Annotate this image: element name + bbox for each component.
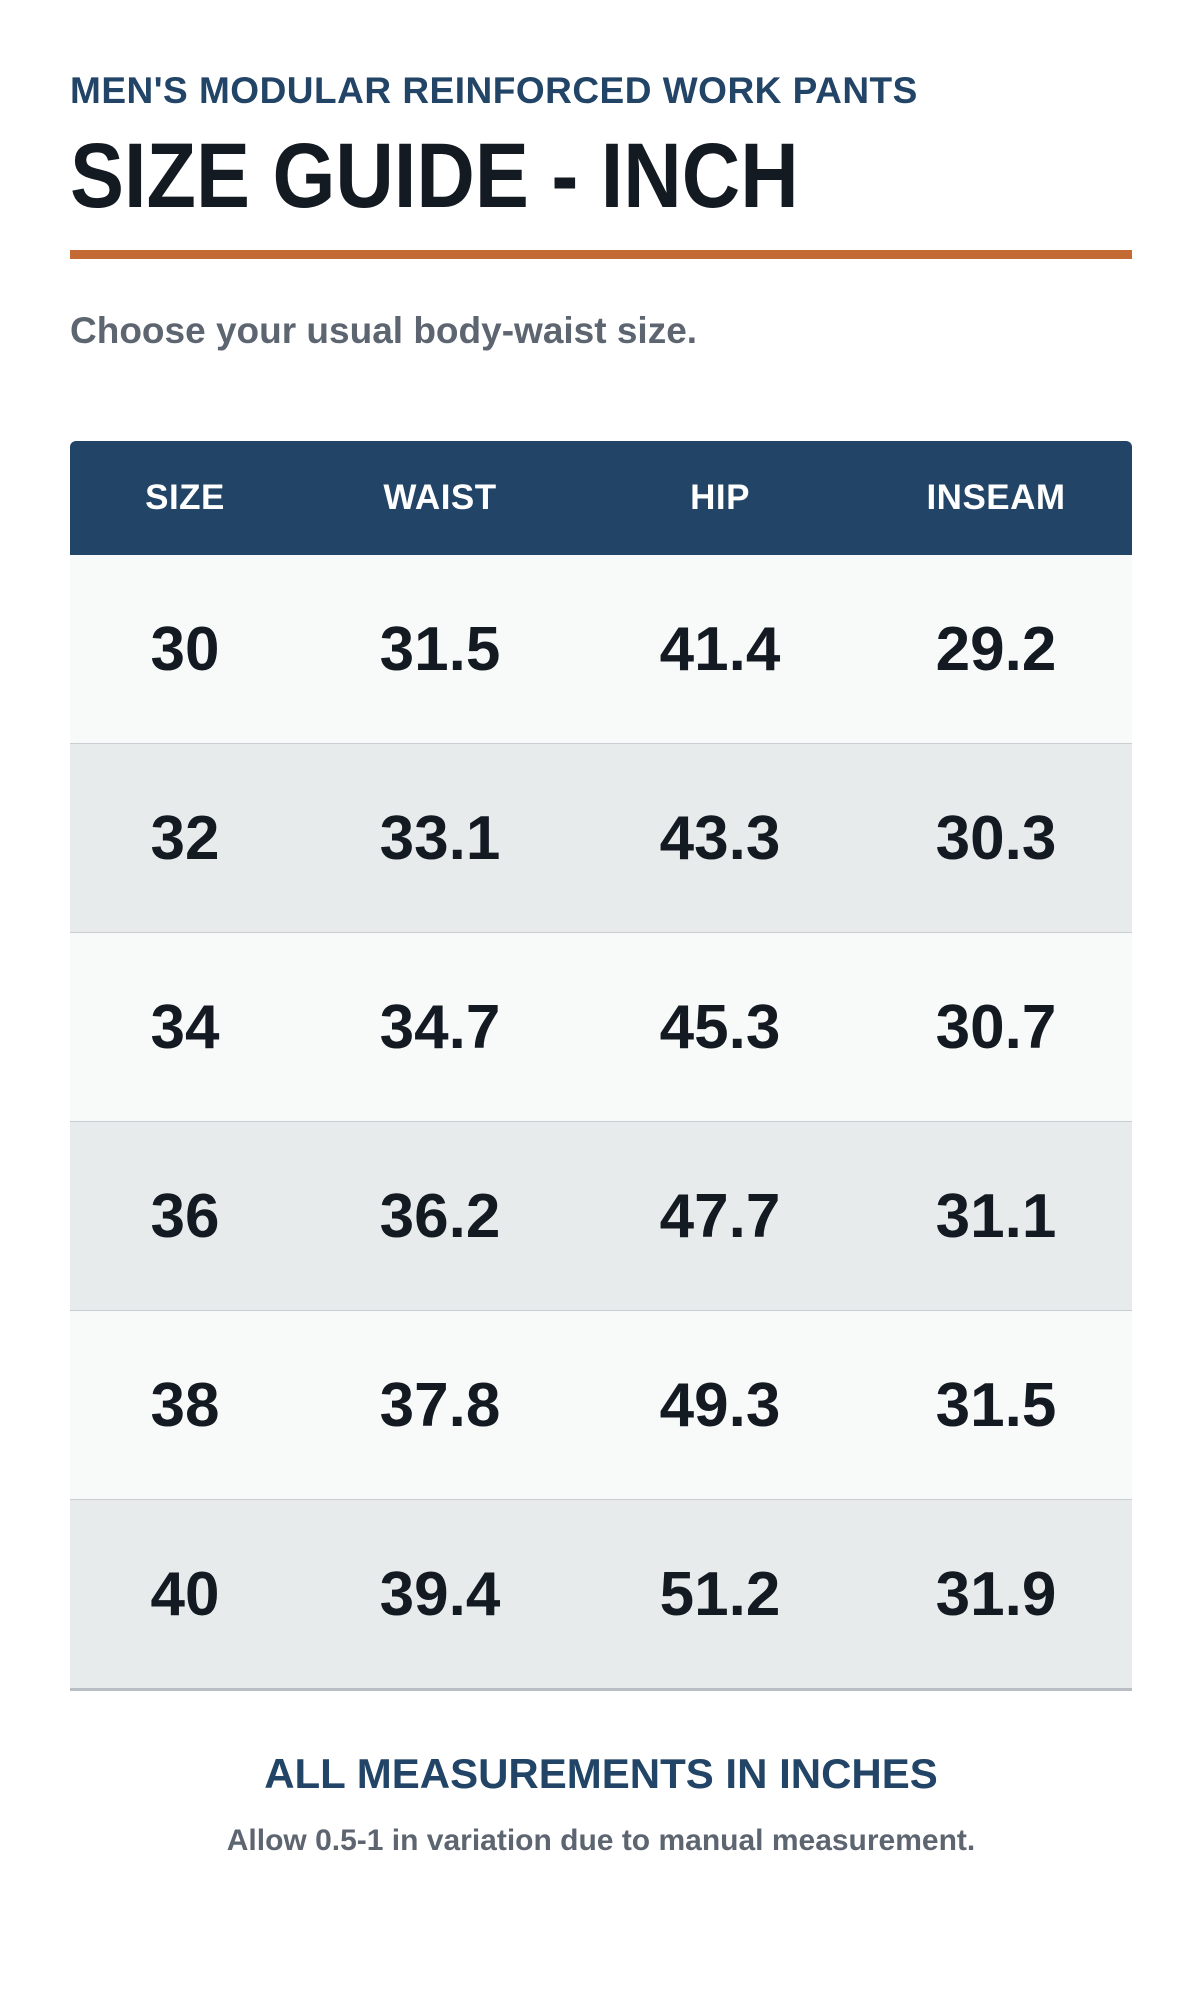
table-row: 34 34.7 45.3 30.7: [70, 933, 1132, 1122]
column-header-size: SIZE: [145, 478, 225, 517]
waist-cell: 31.5: [379, 614, 501, 684]
hip-cell: 43.3: [659, 803, 781, 873]
size-cell: 40: [150, 1559, 220, 1629]
hip-cell: 51.2: [659, 1559, 781, 1629]
column-header-hip: HIP: [690, 478, 750, 517]
size-cell: 36: [150, 1181, 220, 1251]
waist-cell: 39.4: [379, 1559, 501, 1629]
hip-cell: 47.7: [659, 1181, 781, 1251]
inseam-cell: 30.3: [935, 803, 1057, 873]
page-subtitle: Choose your usual body-waist size.: [70, 310, 698, 351]
table-row: 30 31.5 41.4 29.2: [70, 555, 1132, 744]
table-row: 36 36.2 47.7 31.1: [70, 1122, 1132, 1311]
table-row: 38 37.8 49.3 31.5: [70, 1311, 1132, 1500]
size-cell: 30: [150, 614, 220, 684]
hip-cell: 41.4: [659, 614, 781, 684]
hip-cell: 49.3: [659, 1370, 781, 1440]
hip-cell: 45.3: [659, 992, 781, 1062]
inseam-cell: 29.2: [935, 614, 1057, 684]
accent-divider: [70, 250, 1132, 259]
waist-cell: 34.7: [379, 992, 501, 1062]
units-notice: ALL MEASUREMENTS IN INCHES: [264, 1750, 938, 1797]
waist-cell: 33.1: [379, 803, 501, 873]
table-row: 40 39.4 51.2 31.9: [70, 1500, 1132, 1691]
column-header-waist: WAIST: [383, 478, 497, 517]
table-row: 32 33.1 43.3 30.3: [70, 744, 1132, 933]
inseam-cell: 31.1: [935, 1181, 1057, 1251]
waist-cell: 37.8: [379, 1370, 501, 1440]
size-table: SIZE WAIST HIP INSEAM 30 31.5 41.4 29.2 …: [70, 441, 1132, 1691]
variation-note: Allow 0.5-1 in variation due to manual m…: [226, 1824, 976, 1857]
size-cell: 32: [150, 803, 220, 873]
page-title: SIZE GUIDE - INCH: [70, 125, 799, 227]
table-header: SIZE WAIST HIP INSEAM: [70, 441, 1132, 555]
inseam-cell: 31.5: [935, 1370, 1057, 1440]
inseam-cell: 31.9: [935, 1559, 1057, 1629]
size-cell: 38: [150, 1370, 220, 1440]
inseam-cell: 30.7: [935, 992, 1057, 1062]
product-name: MEN'S MODULAR REINFORCED WORK PANTS: [70, 70, 918, 111]
size-cell: 34: [150, 992, 220, 1062]
waist-cell: 36.2: [379, 1181, 501, 1251]
column-header-inseam: INSEAM: [926, 478, 1066, 517]
